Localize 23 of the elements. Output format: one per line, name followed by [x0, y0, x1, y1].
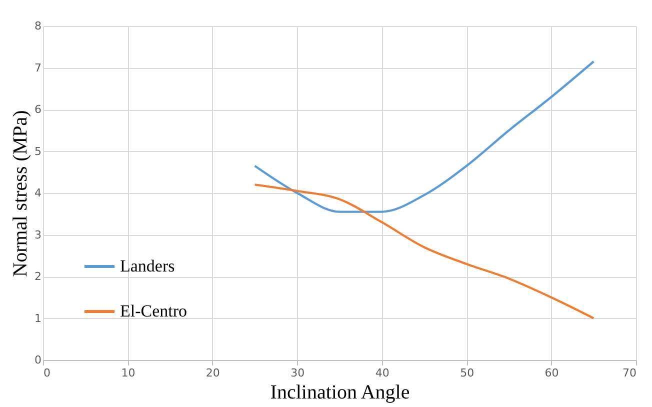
line-series: [254, 184, 595, 320]
legend-label: Landers: [120, 256, 175, 276]
x-tick-label: 10: [121, 366, 136, 380]
x-tick-label: 30: [290, 366, 305, 380]
x-tick-label: 70: [622, 366, 636, 380]
y-tick-label: 4: [34, 186, 42, 200]
y-tick-label: 8: [34, 20, 42, 32]
y-tick-label: 2: [34, 270, 42, 283]
x-tick-label: 0: [44, 366, 50, 380]
y-tick-label: 1: [34, 312, 42, 325]
legend-label: El-Centro: [120, 302, 188, 320]
y-tick-label: 0: [34, 354, 42, 366]
y-tick-label: 6: [34, 103, 42, 116]
x-tick-label: 20: [206, 366, 220, 380]
x-tick-label: 50: [460, 366, 474, 380]
y-tick-label: 5: [34, 144, 42, 158]
x-axis-title: Inclination Angle: [270, 382, 410, 404]
y-tick-label: 7: [34, 61, 42, 74]
x-tick-label: 40: [375, 366, 390, 380]
x-tick-label: 60: [544, 366, 559, 380]
y-axis-title: Normal stress (MPa): [10, 110, 32, 277]
y-tick-label: 3: [34, 228, 42, 242]
line-series: [254, 60, 595, 213]
